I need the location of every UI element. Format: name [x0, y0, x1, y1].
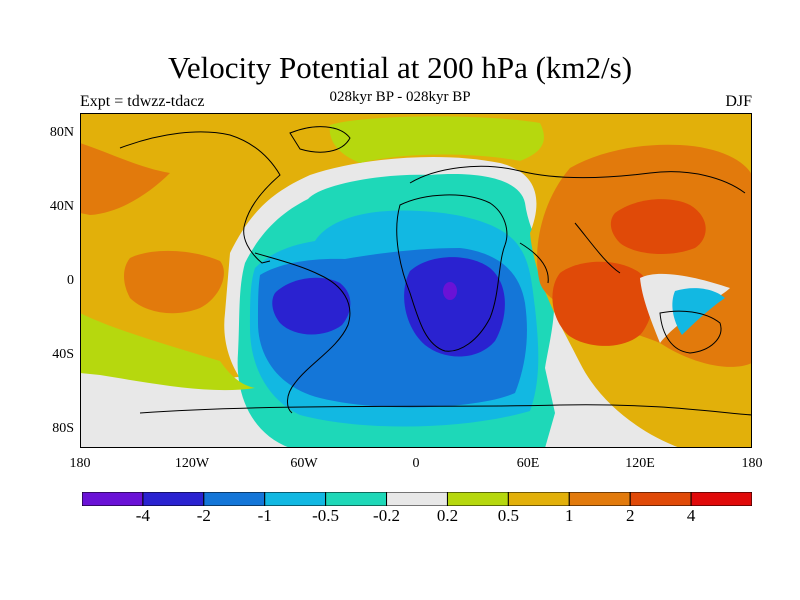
colorbar-swatch: [507, 492, 570, 506]
colorbar-tick-label: -0.2: [373, 506, 400, 525]
colorbar-tick-label: -0.5: [312, 506, 340, 525]
field-band-1-2-eastpac: [124, 250, 224, 314]
x-tick-60w: 60W: [290, 456, 318, 471]
colorbar-tick-label: 4: [686, 506, 696, 525]
colorbar-swatch: [325, 492, 388, 506]
colorbar-swatch: [690, 492, 752, 506]
colorbar-tick-label: 2: [625, 506, 635, 525]
velocity-potential-map: [80, 113, 752, 448]
field-band-minus4-center: [443, 282, 457, 300]
colorbar-tick-label: -2: [196, 506, 211, 525]
x-tick-180w: 180: [69, 456, 91, 471]
colorbar: [82, 492, 752, 506]
colorbar-swatch: [568, 492, 631, 506]
colorbar-swatch: [264, 492, 327, 506]
season-label: DJF: [725, 93, 752, 110]
y-tick-80n: 80N: [49, 125, 74, 140]
colorbar-swatch: [629, 492, 692, 506]
colorbar-swatch: [142, 492, 205, 506]
colorbar-swatch: [446, 492, 509, 506]
map-title: Velocity Potential at 200 hPa (km2/s): [167, 50, 633, 85]
y-tick-80s: 80S: [52, 421, 74, 436]
colorbar-tick-label: -1: [257, 506, 272, 525]
map-subtitle: 028kyr BP - 028kyr BP: [329, 89, 471, 105]
field-band-05-pacific: [80, 313, 255, 391]
experiment-label: Expt = tdwzz-tdacz: [80, 93, 205, 110]
x-tick-0: 0: [412, 456, 420, 471]
field-band-05-arctic: [329, 116, 544, 163]
field-band-2-4-japan: [610, 199, 706, 255]
colorbar-swatch: [386, 492, 448, 506]
y-tick-0: 0: [67, 273, 74, 288]
y-tick-40s: 40S: [52, 347, 74, 362]
field-band-minus2-south-america: [272, 277, 351, 335]
field-band-minus05-australia: [672, 288, 725, 335]
colorbar-tick-label: -4: [135, 506, 150, 525]
colorbar-swatch: [82, 492, 144, 506]
field-band-2-4-indian: [552, 261, 653, 346]
coastlines: [119, 126, 752, 416]
x-tick-180e: 180: [741, 456, 763, 471]
y-tick-40n: 40N: [49, 199, 74, 214]
x-tick-60e: 60E: [516, 456, 540, 471]
field-band-1-2-west: [80, 143, 170, 215]
colorbar-tick-label: 1: [565, 506, 574, 525]
x-tick-120w: 120W: [174, 456, 210, 471]
field-band-minus2-africa: [404, 257, 505, 357]
colorbar-tick-label: 0.2: [436, 506, 459, 525]
colorbar-swatch: [203, 492, 266, 506]
colorbar-tick-label: 0.5: [497, 506, 520, 525]
x-tick-120e: 120E: [625, 456, 655, 471]
